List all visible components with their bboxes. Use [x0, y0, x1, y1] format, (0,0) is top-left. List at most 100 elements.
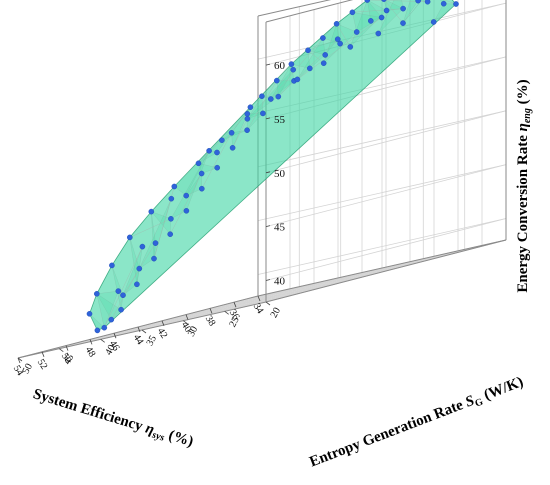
grid-line [183, 258, 424, 322]
x-tick-label: 44 [131, 333, 146, 347]
surface-facet [111, 265, 124, 310]
data-point [381, 0, 387, 2]
data-point [244, 116, 251, 122]
y-tick-label: 40 [103, 343, 117, 357]
data-point [353, 29, 360, 35]
surface-facet [383, 0, 404, 11]
tick-labels: 3436384042444648505254202530354045504045… [11, 60, 286, 378]
surface-facet [122, 246, 143, 296]
y-tick-mark [59, 348, 64, 353]
surface-facet [96, 290, 119, 329]
data-point [151, 255, 157, 262]
z-tick-label: 50 [274, 168, 286, 180]
y-tick-mark [100, 338, 105, 343]
data-point [260, 110, 266, 117]
x-tick-mark [113, 333, 117, 339]
data-point [288, 61, 295, 67]
data-point [294, 76, 301, 83]
data-point [214, 164, 220, 171]
data-point [136, 265, 143, 272]
y-tick-label: 20 [269, 306, 283, 320]
data-point [219, 137, 225, 143]
data-point [214, 149, 220, 156]
z-tick-label: 55 [274, 114, 286, 126]
data-point [229, 144, 236, 151]
surface-facet [247, 69, 294, 119]
data-point [334, 36, 341, 43]
x-tick-mark [17, 357, 21, 364]
data-point [259, 93, 265, 99]
data-point [273, 77, 280, 84]
data-points [86, 0, 459, 334]
z-tick-label: 40 [274, 276, 286, 288]
data-point [120, 292, 126, 299]
data-point [152, 240, 159, 246]
surface-facet [350, 0, 387, 48]
x-tick-mark [65, 345, 69, 351]
surface-facet [291, 49, 310, 69]
frame-edge [257, 0, 332, 17]
x-tick-mark [137, 326, 141, 333]
x-tick-label: 54 [11, 364, 26, 378]
data-point [198, 185, 205, 192]
data-point [148, 208, 155, 215]
grid-line [141, 267, 383, 331]
data-point [378, 14, 385, 21]
data-point [244, 111, 251, 117]
x-tick-mark [257, 295, 261, 302]
surface-mesh [89, 0, 457, 331]
z-axis-title: Energy Conversion Rate ηeng (%) [515, 79, 533, 292]
data-point [139, 243, 146, 250]
data-point [167, 231, 173, 237]
data-point [195, 160, 202, 167]
data-point [94, 290, 100, 297]
grid-line [265, 164, 507, 227]
data-point [171, 183, 178, 190]
mesh-edge [170, 173, 202, 235]
surface-facet [270, 63, 295, 100]
mesh-edge [336, 23, 351, 47]
x-tick-mark [233, 302, 237, 308]
x-tick-mark [89, 339, 93, 345]
mesh-edge [270, 37, 324, 100]
x-tick-label: 38 [203, 314, 218, 328]
y-tick-label: 25 [227, 315, 241, 329]
surface-facet [433, 3, 457, 23]
data-point [364, 0, 371, 3]
z-tick-mark [265, 171, 271, 174]
surface-facet [246, 113, 264, 131]
x-tick-mark [161, 320, 165, 326]
y-tick-label: 45 [62, 353, 76, 367]
data-point [333, 20, 340, 27]
x-tick-mark [209, 308, 213, 314]
svg-text:System Efficiency ηsys (%): System Efficiency ηsys (%) [31, 386, 196, 452]
x-tick-label: 36 [227, 308, 242, 322]
x-tick-label: 52 [35, 357, 50, 371]
svg-text:Entropy Generation Rate SG (W/: Entropy Generation Rate SG (W/K) [308, 374, 527, 472]
mesh-edge [384, 0, 404, 24]
data-point [183, 192, 189, 199]
x-tick-label: 50 [59, 351, 74, 365]
data-point [349, 9, 356, 16]
data-point [337, 40, 343, 47]
surface-facet [151, 211, 156, 259]
z-tick-mark [265, 279, 271, 281]
data-point [86, 310, 93, 317]
data-point [94, 327, 101, 334]
data-point [306, 65, 313, 72]
grid-line [224, 248, 465, 312]
data-point [430, 19, 437, 25]
y-axis-title: Entropy Generation Rate SG (W/K) [308, 374, 527, 472]
data-point [183, 207, 190, 214]
x-tick-label: 42 [155, 326, 170, 340]
svg-text:Energy Conversion Rate ηeng (%: Energy Conversion Rate ηeng (%) [515, 79, 533, 292]
x-tick-label: 34 [251, 302, 266, 316]
data-point [400, 20, 406, 26]
grid-line [59, 286, 300, 350]
data-point [415, 0, 421, 4]
mesh-edge [104, 246, 143, 328]
mesh-edge [201, 132, 232, 189]
z-tick-label: 45 [274, 222, 286, 234]
surface-facet [276, 80, 295, 97]
data-point [198, 170, 205, 177]
